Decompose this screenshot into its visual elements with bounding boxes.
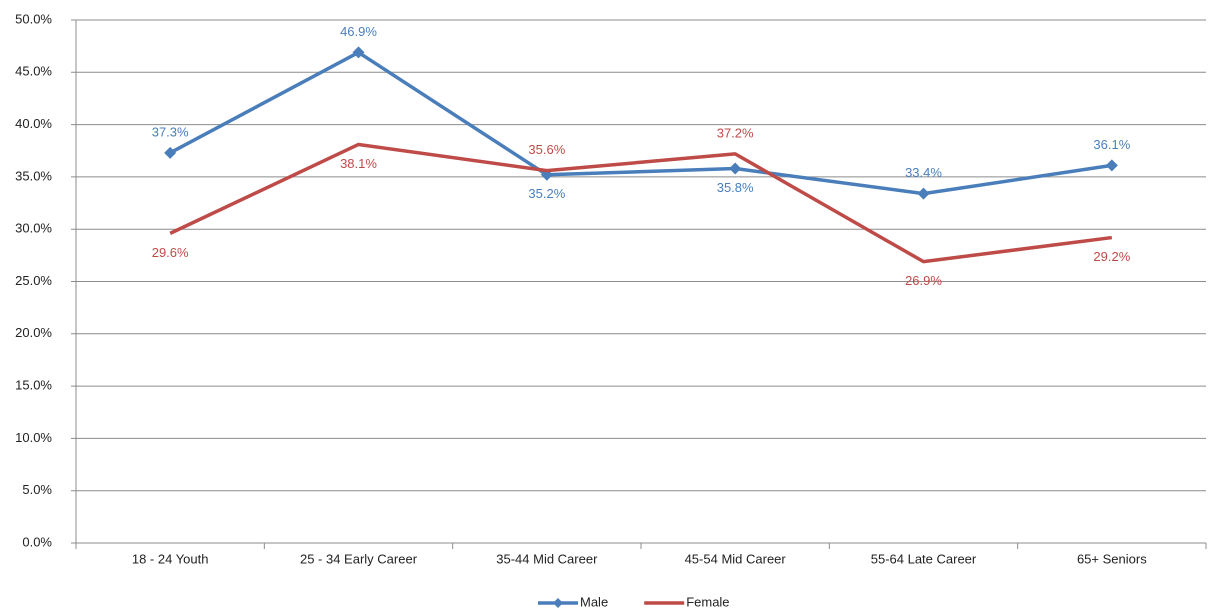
x-tick-label: 25 - 34 Early Career: [300, 551, 418, 566]
x-tick-label: 18 - 24 Youth: [132, 551, 209, 566]
x-tick-label: 65+ Seniors: [1077, 551, 1147, 566]
marker: [164, 146, 177, 159]
y-tick-label: 30.0%: [15, 221, 52, 236]
y-tick-label: 20.0%: [15, 325, 52, 340]
y-tick-label: 35.0%: [15, 168, 52, 183]
y-tick-label: 10.0%: [15, 430, 52, 445]
legend-marker: [553, 598, 563, 608]
marker: [352, 46, 365, 59]
x-tick-label: 45-54 Mid Career: [685, 551, 787, 566]
y-tick-label: 40.0%: [15, 116, 52, 131]
y-tick-label: 0.0%: [22, 534, 52, 549]
x-tick-label: 35-44 Mid Career: [496, 551, 598, 566]
y-tick-label: 25.0%: [15, 273, 52, 288]
x-tick-label: 55-64 Late Career: [871, 551, 977, 566]
data-label: 35.8%: [717, 180, 754, 195]
y-tick-label: 15.0%: [15, 378, 52, 393]
marker: [729, 162, 742, 175]
line: [169, 142, 1113, 264]
line: [169, 50, 1113, 196]
data-label: 35.2%: [528, 186, 565, 201]
data-label: 26.9%: [905, 273, 942, 288]
data-label: 35.6%: [528, 142, 565, 157]
marker: [917, 187, 930, 200]
data-label: 38.1%: [340, 156, 377, 171]
data-label: 29.2%: [1093, 249, 1130, 264]
data-label: 33.4%: [905, 165, 942, 180]
marker: [1105, 159, 1118, 172]
data-label: 36.1%: [1093, 137, 1130, 152]
legend-label: Female: [686, 594, 729, 609]
y-tick-label: 45.0%: [15, 64, 52, 79]
data-label: 46.9%: [340, 24, 377, 39]
legend-label: Male: [580, 594, 608, 609]
y-tick-label: 50.0%: [15, 11, 52, 26]
data-label: 37.2%: [717, 125, 754, 140]
data-label: 29.6%: [152, 245, 189, 260]
y-tick-label: 5.0%: [22, 482, 52, 497]
data-label: 37.3%: [152, 124, 189, 139]
